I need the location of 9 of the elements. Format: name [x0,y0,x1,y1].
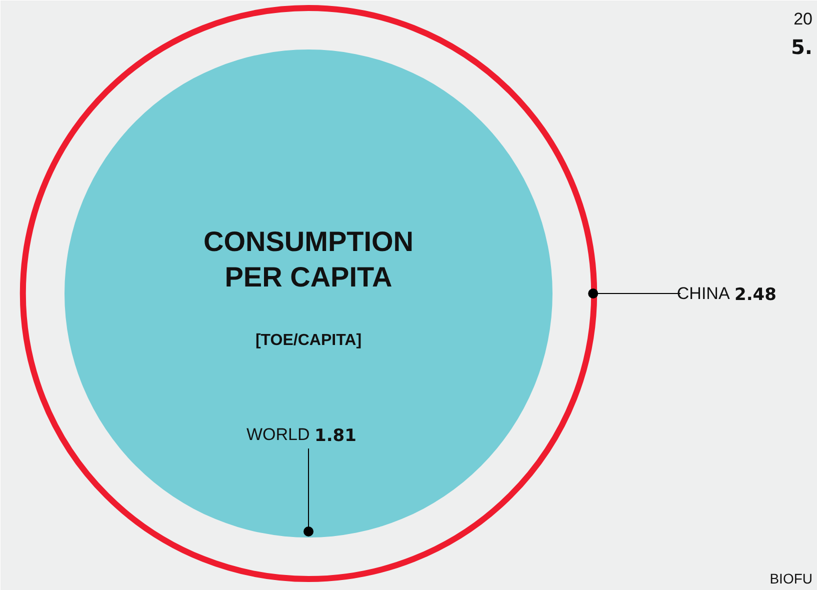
text: 20 [794,10,813,28]
data-label: 1.81 [314,426,356,446]
data-label: 2.48 [734,285,776,305]
text: BIOFU [770,570,812,586]
text: CONSUMPTION PER CAPITA [204,226,414,292]
category-label: CHINA [676,284,730,303]
category-label: WORLD [246,425,310,444]
text: 5. [790,35,812,59]
text: [TOE/CAPITA] [255,332,362,349]
